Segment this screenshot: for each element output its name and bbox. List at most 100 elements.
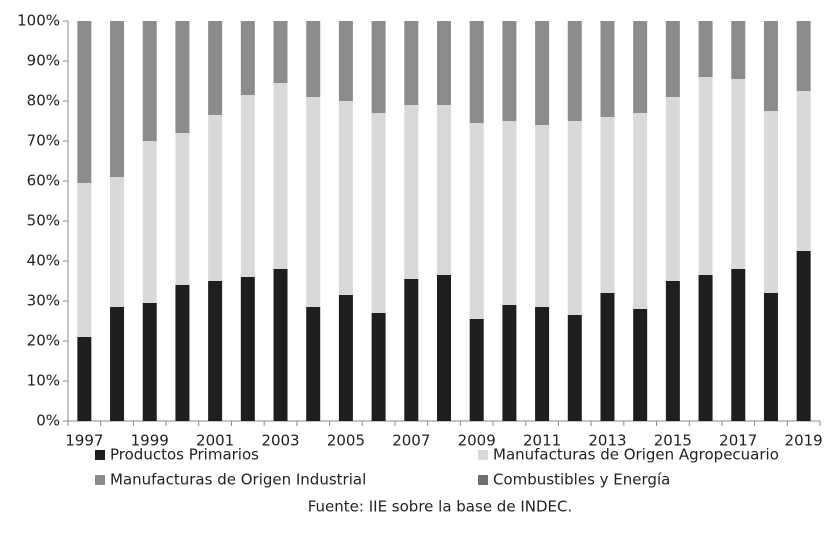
bar-segment: [404, 21, 419, 105]
bar-segment: [306, 21, 321, 97]
x-tick-label: 2005: [327, 432, 365, 450]
legend-label: Combustibles y Energía: [493, 471, 670, 489]
bar-segment: [175, 285, 190, 421]
bar-segment: [535, 307, 550, 421]
y-tick-label: 20%: [27, 332, 60, 350]
y-tick-label: 40%: [27, 252, 60, 270]
bar-segment: [731, 21, 746, 79]
bar-segment: [567, 21, 582, 121]
x-tick-label: 1999: [131, 432, 169, 450]
y-tick-label: 10%: [27, 372, 60, 390]
y-tick-label: 30%: [27, 292, 60, 310]
bar-segment: [175, 21, 190, 133]
bar-segment: [731, 79, 746, 269]
bar-segment: [240, 277, 255, 421]
bar-segment: [600, 117, 615, 293]
bar-segment: [306, 307, 321, 421]
bar-segment: [665, 97, 680, 281]
legend-label: Manufacturas de Origen Agropecuario: [493, 446, 779, 464]
bar-segment: [796, 91, 811, 251]
bar-segment: [142, 141, 157, 303]
bar-segment: [437, 21, 451, 105]
bar-segment: [633, 21, 648, 113]
bar-segment: [796, 21, 811, 91]
bar-segment: [502, 305, 517, 421]
bar-segment: [796, 251, 811, 421]
bar-segment: [240, 21, 255, 95]
x-tick-label: 2017: [719, 432, 757, 450]
bar-segment: [731, 269, 746, 421]
y-tick-label: 60%: [27, 172, 60, 190]
bar-segment: [208, 21, 223, 115]
bar-segment: [469, 319, 484, 421]
x-tick-label: 2015: [654, 432, 692, 450]
bar-segment: [273, 83, 288, 269]
bar-segment: [77, 21, 92, 183]
x-tick-label: 2003: [261, 432, 299, 450]
bar-segment: [142, 21, 157, 141]
bar-segment: [698, 275, 713, 421]
bar-segment: [175, 133, 190, 285]
bar-segment: [110, 177, 125, 307]
bar-segment: [665, 21, 680, 97]
x-tick-label: 2011: [523, 432, 561, 450]
legend-swatch: [95, 475, 105, 485]
bar-segment: [240, 95, 255, 277]
bar-segment: [665, 281, 680, 421]
bar-segment: [633, 113, 648, 309]
y-tick-label: 80%: [27, 92, 60, 110]
legend-label: Productos Primarios: [110, 446, 259, 464]
bar-segment: [110, 21, 125, 177]
source-note: Fuente: IIE sobre la base de INDEC.: [308, 498, 573, 516]
bar-segment: [535, 125, 550, 307]
bar-segment: [306, 97, 321, 307]
y-tick-label: 50%: [27, 212, 60, 230]
bar-segment: [371, 313, 386, 421]
bar-segment: [208, 115, 223, 281]
bar-segment: [502, 21, 517, 121]
y-tick-label: 90%: [27, 52, 60, 70]
bar-segment: [763, 21, 778, 111]
y-tick-label: 0%: [36, 412, 60, 430]
legend-label: Manufacturas de Origen Industrial: [110, 471, 366, 489]
bar-segment: [404, 105, 419, 279]
bar-segment: [371, 21, 386, 113]
bar-segment: [338, 21, 353, 101]
bar-segment: [338, 101, 353, 295]
bar-segment: [600, 293, 615, 421]
bar-segment: [698, 21, 713, 77]
bar-segment: [502, 121, 517, 305]
bar-segment: [567, 315, 582, 421]
x-tick-label: 2009: [458, 432, 496, 450]
bar-segment: [273, 21, 288, 83]
x-tick-label: 2019: [785, 432, 823, 450]
bar-segment: [208, 281, 223, 421]
bar-segment: [698, 77, 713, 275]
bar-segment: [404, 279, 419, 421]
bar-segment: [600, 21, 615, 117]
bar-segment: [763, 111, 778, 293]
legend-swatch: [478, 450, 488, 460]
x-tick-label: 1997: [65, 432, 103, 450]
bar-segment: [371, 113, 386, 313]
bar-segment: [437, 275, 451, 421]
bar-segment: [77, 337, 92, 421]
legend-swatch: [95, 450, 105, 460]
y-tick-label: 100%: [17, 12, 60, 30]
x-tick-label: 2007: [392, 432, 430, 450]
bar-segment: [567, 121, 582, 315]
x-tick-label: 2013: [588, 432, 626, 450]
bar-segment: [77, 183, 92, 337]
bar-segment: [142, 303, 157, 421]
bar-segment: [338, 295, 353, 421]
bar-segment: [273, 269, 288, 421]
bar-segment: [633, 309, 648, 421]
bar-segment: [763, 293, 778, 421]
bar-segment: [469, 123, 484, 319]
x-tick-label: 2001: [196, 432, 234, 450]
legend-swatch: [478, 475, 488, 485]
y-tick-label: 70%: [27, 132, 60, 150]
bar-segment: [110, 307, 125, 421]
bar-segment: [437, 105, 451, 275]
